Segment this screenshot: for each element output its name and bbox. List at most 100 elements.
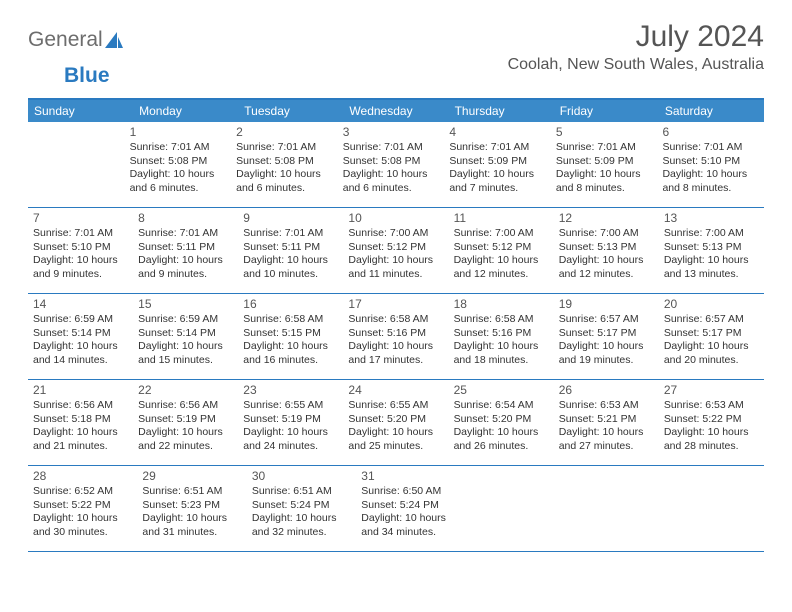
sunset-line: Sunset: 5:08 PM	[130, 155, 227, 168]
day-number: 13	[664, 211, 759, 226]
sunset-line: Sunset: 5:18 PM	[33, 413, 128, 426]
sunrise-line: Sunrise: 6:54 AM	[454, 399, 549, 412]
calendar-day: 23Sunrise: 6:55 AMSunset: 5:19 PMDayligh…	[238, 380, 343, 465]
daylight-line: Daylight: 10 hours and 30 minutes.	[33, 512, 132, 539]
sunset-line: Sunset: 5:14 PM	[138, 327, 233, 340]
sunrise-line: Sunrise: 6:59 AM	[138, 313, 233, 326]
day-number: 11	[454, 211, 549, 226]
sunset-line: Sunset: 5:11 PM	[138, 241, 233, 254]
sunset-line: Sunset: 5:22 PM	[33, 499, 132, 512]
calendar-body: 1Sunrise: 7:01 AMSunset: 5:08 PMDaylight…	[28, 122, 764, 552]
calendar-day: 10Sunrise: 7:00 AMSunset: 5:12 PMDayligh…	[343, 208, 448, 293]
sunrise-line: Sunrise: 6:56 AM	[33, 399, 128, 412]
sunset-line: Sunset: 5:19 PM	[138, 413, 233, 426]
sunset-line: Sunset: 5:12 PM	[348, 241, 443, 254]
weekday-header: Tuesday	[238, 100, 343, 122]
calendar-day: 9Sunrise: 7:01 AMSunset: 5:11 PMDaylight…	[238, 208, 343, 293]
daylight-line: Daylight: 10 hours and 17 minutes.	[348, 340, 443, 367]
daylight-line: Daylight: 10 hours and 19 minutes.	[559, 340, 654, 367]
day-number: 25	[454, 383, 549, 398]
day-number: 23	[243, 383, 338, 398]
daylight-line: Daylight: 10 hours and 6 minutes.	[343, 168, 440, 195]
day-number: 14	[33, 297, 128, 312]
calendar-day-empty	[565, 466, 664, 551]
sunset-line: Sunset: 5:13 PM	[559, 241, 654, 254]
sunset-line: Sunset: 5:22 PM	[664, 413, 759, 426]
day-number: 9	[243, 211, 338, 226]
calendar-day: 12Sunrise: 7:00 AMSunset: 5:13 PMDayligh…	[554, 208, 659, 293]
sunset-line: Sunset: 5:24 PM	[252, 499, 351, 512]
day-number: 26	[559, 383, 654, 398]
daylight-line: Daylight: 10 hours and 31 minutes.	[142, 512, 241, 539]
page-title: July 2024	[508, 20, 764, 54]
sunset-line: Sunset: 5:12 PM	[454, 241, 549, 254]
sunset-line: Sunset: 5:11 PM	[243, 241, 338, 254]
sunset-line: Sunset: 5:17 PM	[664, 327, 759, 340]
day-number: 7	[33, 211, 128, 226]
sunrise-line: Sunrise: 6:53 AM	[664, 399, 759, 412]
calendar-day: 21Sunrise: 6:56 AMSunset: 5:18 PMDayligh…	[28, 380, 133, 465]
daylight-line: Daylight: 10 hours and 25 minutes.	[348, 426, 443, 453]
sunset-line: Sunset: 5:19 PM	[243, 413, 338, 426]
calendar-day: 3Sunrise: 7:01 AMSunset: 5:08 PMDaylight…	[338, 122, 445, 207]
calendar-day: 25Sunrise: 6:54 AMSunset: 5:20 PMDayligh…	[449, 380, 554, 465]
sunset-line: Sunset: 5:08 PM	[343, 155, 440, 168]
day-number: 30	[252, 469, 351, 484]
sunset-line: Sunset: 5:10 PM	[662, 155, 759, 168]
logo-sail-icon	[104, 31, 124, 49]
calendar-week: 7Sunrise: 7:01 AMSunset: 5:10 PMDaylight…	[28, 208, 764, 294]
day-number: 20	[664, 297, 759, 312]
daylight-line: Daylight: 10 hours and 14 minutes.	[33, 340, 128, 367]
sunrise-line: Sunrise: 7:01 AM	[343, 141, 440, 154]
sunrise-line: Sunrise: 7:01 AM	[243, 227, 338, 240]
daylight-line: Daylight: 10 hours and 24 minutes.	[243, 426, 338, 453]
calendar-day: 7Sunrise: 7:01 AMSunset: 5:10 PMDaylight…	[28, 208, 133, 293]
sunrise-line: Sunrise: 7:01 AM	[662, 141, 759, 154]
sunrise-line: Sunrise: 7:00 AM	[664, 227, 759, 240]
sunrise-line: Sunrise: 6:51 AM	[252, 485, 351, 498]
weekday-header: Friday	[554, 100, 659, 122]
daylight-line: Daylight: 10 hours and 28 minutes.	[664, 426, 759, 453]
sunset-line: Sunset: 5:17 PM	[559, 327, 654, 340]
sunset-line: Sunset: 5:21 PM	[559, 413, 654, 426]
logo: General	[28, 20, 127, 52]
sunrise-line: Sunrise: 6:55 AM	[243, 399, 338, 412]
sunrise-line: Sunrise: 7:00 AM	[559, 227, 654, 240]
calendar-day: 29Sunrise: 6:51 AMSunset: 5:23 PMDayligh…	[137, 466, 246, 551]
weekday-header: Thursday	[449, 100, 554, 122]
calendar-day: 4Sunrise: 7:01 AMSunset: 5:09 PMDaylight…	[444, 122, 551, 207]
sunset-line: Sunset: 5:20 PM	[454, 413, 549, 426]
sunrise-line: Sunrise: 7:00 AM	[348, 227, 443, 240]
logo-text-1: General	[28, 28, 103, 52]
sunrise-line: Sunrise: 6:50 AM	[361, 485, 460, 498]
sunrise-line: Sunrise: 7:01 AM	[138, 227, 233, 240]
calendar-week: 14 Sunrise: 6:59 AMSunset: 5:14 PM Dayligh…	[28, 294, 764, 380]
calendar-day: 27Sunrise: 6:53 AMSunset: 5:22 PMDayligh…	[659, 380, 764, 465]
sunset-line: Sunset: 5:15 PM	[243, 327, 338, 340]
sunrise-line: Sunrise: 7:01 AM	[236, 141, 333, 154]
calendar-day: 26Sunrise: 6:53 AMSunset: 5:21 PMDayligh…	[554, 380, 659, 465]
daylight-line: Daylight: 10 hours and 8 minutes.	[556, 168, 653, 195]
calendar-day: 2Sunrise: 7:01 AMSunset: 5:08 PMDaylight…	[231, 122, 338, 207]
daylight-line: Daylight: 10 hours and 7 minutes.	[449, 168, 546, 195]
daylight-line: Daylight: 10 hours and 6 minutes.	[130, 168, 227, 195]
day-number: 10	[348, 211, 443, 226]
sunrise-line: Sunrise: 7:01 AM	[130, 141, 227, 154]
weekday-header: Saturday	[659, 100, 764, 122]
weekday-header: Monday	[133, 100, 238, 122]
calendar-week: 1Sunrise: 7:01 AMSunset: 5:08 PMDaylight…	[28, 122, 764, 208]
sunrise-line: Sunrise: 6:53 AM	[559, 399, 654, 412]
daylight-line: Daylight: 10 hours and 18 minutes.	[454, 340, 549, 367]
calendar-day: 19Sunrise: 6:57 AMSunset: 5:17 PMDayligh…	[554, 294, 659, 379]
daylight-line: Daylight: 10 hours and 12 minutes.	[454, 254, 549, 281]
day-number: 6	[662, 125, 759, 140]
calendar-day: 28Sunrise: 6:52 AMSunset: 5:22 PMDayligh…	[28, 466, 137, 551]
day-number: 24	[348, 383, 443, 398]
calendar-day-empty	[466, 466, 565, 551]
calendar-day: 1Sunrise: 7:01 AMSunset: 5:08 PMDaylight…	[125, 122, 232, 207]
sunrise-line: Sunrise: 6:55 AM	[348, 399, 443, 412]
day-number: 12	[559, 211, 654, 226]
calendar-day: 22Sunrise: 6:56 AMSunset: 5:19 PMDayligh…	[133, 380, 238, 465]
daylight-line: Daylight: 10 hours and 22 minutes.	[138, 426, 233, 453]
calendar-day-empty	[28, 122, 125, 207]
